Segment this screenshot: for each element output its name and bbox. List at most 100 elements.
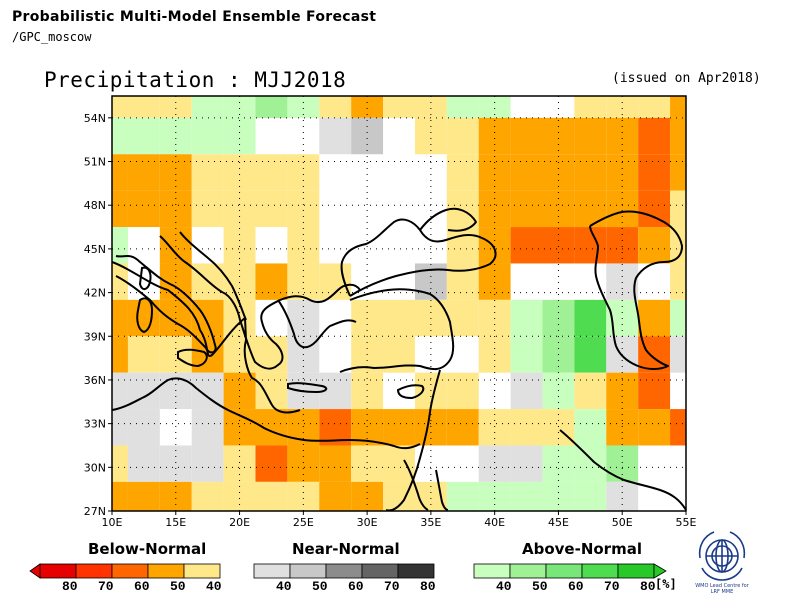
grid-cell xyxy=(112,263,128,300)
grid-cell xyxy=(542,227,575,264)
grid-cell xyxy=(127,336,160,373)
grid-cell xyxy=(446,154,479,191)
grid-cell xyxy=(510,190,543,228)
grid-cell xyxy=(383,409,415,446)
grid-cell xyxy=(127,481,160,511)
grid-cell xyxy=(510,336,543,373)
grid-cell xyxy=(542,409,575,446)
logo-caption-line1: WMO Lead Centre for xyxy=(695,583,749,589)
grid-cell xyxy=(319,117,352,155)
legend-swatch xyxy=(147,563,185,579)
grid-cell xyxy=(112,299,128,337)
grid-cell xyxy=(159,154,192,191)
grid-cell xyxy=(574,336,607,373)
tick-label-lon: 15E xyxy=(165,516,186,529)
grid-cell xyxy=(510,481,543,511)
grid-cell xyxy=(574,409,607,446)
issued-date: (issued on Apr2018) xyxy=(612,71,761,86)
grid-cell xyxy=(638,372,671,410)
grid-cell xyxy=(223,117,256,155)
island-cyprus xyxy=(396,384,425,400)
grid-cell xyxy=(510,154,543,191)
grid-cell xyxy=(542,445,575,482)
tick-label-lon: 25E xyxy=(293,516,314,529)
legend-title-near-normal: Near-Normal xyxy=(292,540,400,558)
tick-label-lat: 33N xyxy=(84,418,106,431)
grid-cell xyxy=(287,96,320,118)
coastline-africa xyxy=(111,377,421,450)
grid-cell xyxy=(478,117,511,155)
grid-cell xyxy=(638,190,671,228)
grid-cell xyxy=(446,227,479,264)
grid-cell xyxy=(223,96,256,118)
legend-tick: 60 xyxy=(134,579,150,594)
legend-swatch xyxy=(75,563,113,579)
tick-label-lon: 35E xyxy=(420,516,441,529)
grid-cell xyxy=(127,445,160,482)
grid-cell xyxy=(112,445,128,482)
grid-cell xyxy=(112,409,128,446)
grid-cell xyxy=(319,96,352,118)
grid-cell xyxy=(112,117,128,155)
wmo-emblem-icon xyxy=(698,531,746,581)
legend-units: [%] xyxy=(655,577,677,591)
grid-cell xyxy=(287,445,320,482)
grid-cell xyxy=(510,372,543,410)
grid-cell xyxy=(478,190,511,228)
grid-cell xyxy=(191,190,224,228)
grid-cell xyxy=(670,154,686,191)
legend-swatch xyxy=(361,563,399,579)
tick-label-lon: 50E xyxy=(612,516,633,529)
coastline-levant xyxy=(385,369,441,512)
legend-swatch xyxy=(617,563,655,579)
map-border xyxy=(111,95,687,512)
grid-cell xyxy=(638,154,671,191)
tick-label-lat: 27N xyxy=(84,505,106,518)
grid-cell xyxy=(446,372,479,410)
grid-cell xyxy=(574,299,607,337)
grid-cell xyxy=(223,445,256,482)
logo-caption-line2: LRF MME xyxy=(710,589,734,595)
tick-label-lat: 54N xyxy=(84,112,106,125)
legend-tick: 80 xyxy=(62,579,78,594)
tick-label-lat: 42N xyxy=(84,287,106,300)
grid-cell xyxy=(127,154,160,191)
grid-cell xyxy=(574,445,607,482)
coastline-adriatic xyxy=(179,231,247,321)
grid-cell xyxy=(638,96,671,118)
grid-cell xyxy=(159,445,192,482)
grid-cell xyxy=(574,481,607,511)
coastline-azov xyxy=(419,207,477,232)
grid-cell xyxy=(191,445,224,482)
grid-cell xyxy=(670,409,686,446)
grid-cell xyxy=(478,96,511,118)
grid-cell xyxy=(638,299,671,337)
axis-labels: 10E 15E 20E 25E 30E 35E 40E 45E 50E 55E 54N 51N 48N 4… xyxy=(84,112,697,529)
grid-cell xyxy=(255,409,288,446)
grid-cell xyxy=(351,117,384,155)
grid-cell xyxy=(255,154,288,191)
grid-cell xyxy=(191,154,224,191)
grid-cell xyxy=(191,481,224,511)
grid-cell xyxy=(510,117,543,155)
grid-cell xyxy=(223,227,256,264)
grid-cell xyxy=(638,409,671,446)
grid-cell xyxy=(383,96,415,118)
legend-tick: 40 xyxy=(496,579,512,594)
grid-cell xyxy=(287,190,320,228)
grid-cell xyxy=(446,409,479,446)
grid-cell xyxy=(159,227,192,264)
grid-cell xyxy=(351,445,384,482)
grid-cell xyxy=(112,154,128,191)
coastline-europe xyxy=(111,261,301,414)
grid-cell xyxy=(255,96,288,118)
grid-cell xyxy=(255,481,288,511)
tick-label-lat: 51N xyxy=(84,156,106,169)
tick-label-lat: 45N xyxy=(84,243,106,256)
legend-title-above-normal: Above-Normal xyxy=(522,540,642,558)
grid-cell xyxy=(112,481,128,511)
legend-swatch xyxy=(473,563,511,579)
tick-label-lon: 55E xyxy=(676,516,697,529)
grid-cell xyxy=(670,299,686,337)
